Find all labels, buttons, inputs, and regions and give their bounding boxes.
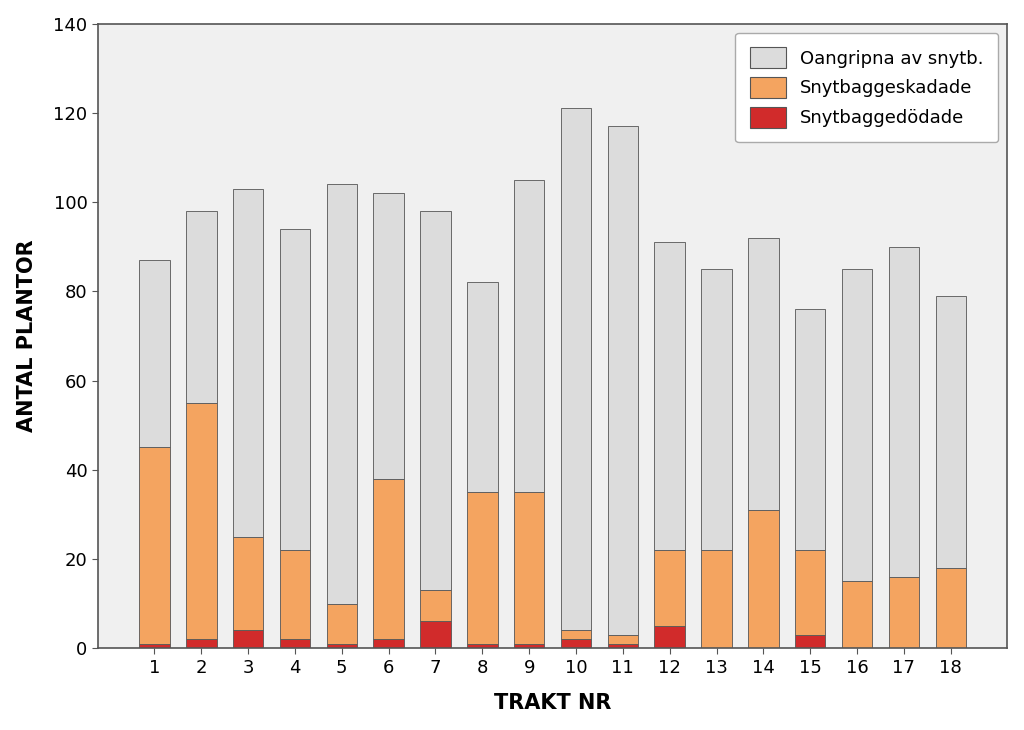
Bar	[374, 479, 403, 639]
Bar	[514, 644, 545, 648]
Bar	[795, 550, 825, 635]
Bar	[607, 644, 638, 648]
Bar	[420, 211, 451, 591]
Legend: Oangripna av snytb., Snytbaggeskadade, Snytbaggedödade: Oangripna av snytb., Snytbaggeskadade, S…	[735, 33, 998, 142]
Bar	[654, 242, 685, 550]
Bar	[186, 639, 216, 648]
Bar	[795, 635, 825, 648]
Bar	[842, 269, 872, 581]
Bar	[701, 550, 732, 648]
Bar	[842, 581, 872, 648]
Bar	[280, 639, 310, 648]
Bar	[889, 247, 920, 577]
Bar	[139, 644, 170, 648]
Bar	[561, 639, 591, 648]
Bar	[374, 193, 403, 479]
Bar	[936, 296, 966, 568]
Bar	[701, 269, 732, 550]
Bar	[280, 229, 310, 550]
Bar	[232, 537, 263, 631]
Bar	[374, 639, 403, 648]
Y-axis label: ANTAL PLANTOR: ANTAL PLANTOR	[16, 239, 37, 432]
Bar	[654, 626, 685, 648]
Bar	[654, 550, 685, 626]
Bar	[420, 591, 451, 621]
Bar	[186, 211, 216, 403]
Bar	[749, 510, 778, 648]
Bar	[561, 631, 591, 639]
Bar	[186, 403, 216, 639]
Bar	[232, 189, 263, 537]
Bar	[139, 447, 170, 644]
Bar	[232, 631, 263, 648]
Bar	[420, 621, 451, 648]
Bar	[280, 550, 310, 639]
Bar	[889, 577, 920, 648]
Bar	[607, 126, 638, 635]
Bar	[327, 644, 357, 648]
Bar	[936, 568, 966, 648]
Bar	[467, 283, 498, 492]
Bar	[607, 635, 638, 644]
Bar	[514, 492, 545, 644]
Bar	[561, 109, 591, 631]
Bar	[139, 260, 170, 447]
Bar	[327, 604, 357, 644]
Bar	[749, 238, 778, 510]
X-axis label: TRAKT NR: TRAKT NR	[494, 694, 611, 713]
Bar	[327, 184, 357, 604]
Bar	[514, 180, 545, 492]
Bar	[795, 310, 825, 550]
Bar	[467, 492, 498, 644]
Bar	[467, 644, 498, 648]
